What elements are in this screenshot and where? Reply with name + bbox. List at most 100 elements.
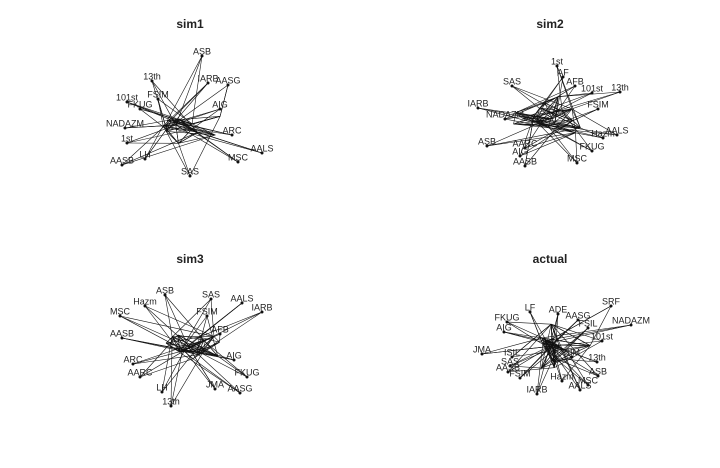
edge — [191, 108, 221, 130]
edge — [552, 85, 576, 119]
edge — [548, 108, 573, 127]
node-label: FKUG — [127, 99, 152, 109]
edge — [163, 125, 263, 154]
edge — [217, 355, 248, 378]
node — [163, 293, 167, 297]
node — [125, 141, 129, 145]
node-label: ASB — [478, 136, 496, 146]
edge — [165, 298, 212, 344]
node — [123, 126, 127, 130]
node — [561, 75, 565, 79]
node — [595, 360, 599, 364]
edge — [132, 336, 215, 365]
edge — [184, 350, 216, 390]
node-label: FSIM — [587, 99, 609, 109]
edge — [210, 298, 215, 337]
node-label: 13th — [611, 82, 629, 92]
edge — [144, 129, 167, 160]
node-label: FSIM — [196, 306, 218, 316]
node-label: IARB — [467, 98, 488, 108]
edge — [192, 358, 241, 394]
edge — [187, 346, 216, 390]
node — [555, 64, 559, 68]
edge — [536, 118, 553, 122]
edge — [170, 349, 183, 407]
edge — [199, 336, 248, 378]
panel-title: sim1 — [176, 17, 204, 31]
node-label: FKUG — [494, 312, 519, 322]
node — [510, 355, 514, 359]
edge — [199, 311, 263, 338]
edge — [486, 132, 576, 147]
node-label: AALS — [605, 125, 628, 135]
node-label: AASB — [110, 328, 134, 338]
node-label: MSC — [228, 152, 249, 162]
edge — [199, 302, 243, 338]
edge — [515, 85, 576, 113]
edge — [553, 345, 591, 363]
node — [576, 318, 580, 322]
node — [236, 160, 240, 164]
edge — [124, 125, 164, 129]
node-label: ARC — [222, 125, 242, 135]
node — [213, 387, 217, 391]
edge — [506, 321, 552, 325]
edge — [566, 345, 591, 352]
edge — [177, 334, 185, 351]
node — [502, 330, 506, 334]
edge — [522, 92, 593, 119]
node — [575, 161, 579, 165]
node-label: AASG — [565, 310, 590, 320]
edge — [166, 82, 209, 132]
edge — [536, 102, 546, 122]
node — [629, 323, 633, 327]
node-label: AALS — [568, 380, 591, 390]
edge — [519, 120, 574, 157]
node-label: AARC — [512, 138, 538, 148]
edge — [561, 345, 591, 382]
edge — [144, 305, 215, 337]
edge — [121, 134, 216, 166]
node — [609, 304, 613, 308]
edge — [144, 125, 164, 160]
edge — [119, 315, 215, 337]
edge — [536, 121, 593, 152]
edge — [536, 346, 550, 395]
edge — [575, 132, 604, 139]
edge — [187, 345, 235, 361]
edge — [552, 319, 579, 346]
edge — [544, 340, 556, 359]
node — [523, 146, 527, 150]
edge — [575, 132, 578, 164]
node-label: AASB — [513, 156, 537, 166]
node-label: NADAZM — [106, 118, 144, 128]
node-label: MSC — [110, 306, 131, 316]
node — [560, 379, 564, 383]
edge — [554, 124, 618, 136]
node-label: JMA — [206, 379, 224, 389]
node — [160, 390, 164, 394]
edge — [184, 350, 235, 361]
edge — [504, 96, 559, 120]
edge — [524, 108, 573, 167]
node — [238, 391, 242, 395]
node — [535, 392, 539, 396]
edge — [157, 98, 167, 130]
edge — [548, 126, 578, 164]
node — [218, 332, 222, 336]
edge — [509, 365, 542, 369]
edge — [477, 107, 553, 120]
edge — [164, 294, 189, 347]
edge — [551, 323, 591, 346]
edge — [191, 55, 203, 124]
edge — [511, 85, 553, 120]
node-label: FKUG — [579, 141, 604, 151]
node — [505, 320, 509, 324]
node — [120, 336, 124, 340]
edge — [183, 123, 233, 136]
edge — [126, 124, 176, 144]
node-label: FSIM — [147, 89, 169, 99]
node — [503, 117, 507, 121]
edge — [541, 345, 560, 369]
node — [510, 84, 514, 88]
